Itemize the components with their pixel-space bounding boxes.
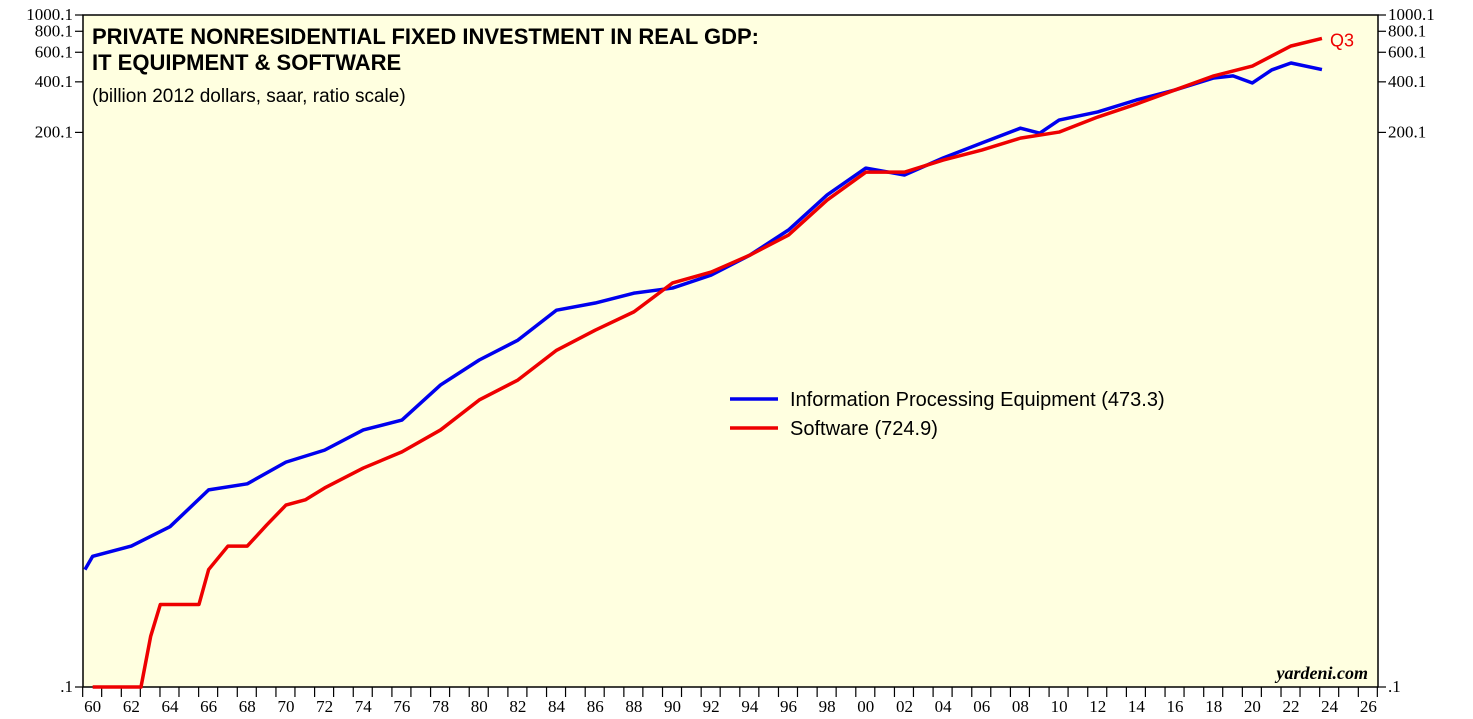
x-tick-label: 80 (471, 697, 488, 716)
chart-subtitle: (billion 2012 dollars, saar, ratio scale… (92, 86, 406, 107)
chart-title: IT EQUIPMENT & SOFTWARE (92, 50, 401, 75)
x-tick-label: 14 (1128, 697, 1146, 716)
x-tick-label: 00 (857, 697, 874, 716)
x-tick-label: 88 (625, 697, 642, 716)
legend-label: Software (724.9) (790, 418, 938, 440)
credit: yardeni.com (1275, 663, 1369, 683)
x-tick-label: 66 (200, 697, 217, 716)
x-tick-label: 92 (703, 697, 720, 716)
x-tick-label: 74 (355, 697, 373, 716)
y-tick-label: 400.1 (1388, 72, 1426, 91)
x-tick-label: 16 (1167, 697, 1184, 716)
x-tick-label: 86 (587, 697, 604, 716)
y-tick-label: 1000.1 (26, 5, 73, 24)
x-tick-label: 22 (1283, 697, 1300, 716)
x-tick-label: 96 (780, 697, 797, 716)
legend-label: Information Processing Equipment (473.3) (790, 389, 1165, 411)
x-tick-label: 60 (84, 697, 101, 716)
x-tick-label: 02 (896, 697, 913, 716)
y-tick-label: 1000.1 (1388, 5, 1435, 24)
x-tick-label: 72 (316, 697, 333, 716)
x-tick-label: 06 (973, 697, 990, 716)
y-tick-label: 600.1 (1388, 42, 1426, 61)
x-tick-label: 90 (664, 697, 681, 716)
chart-title: PRIVATE NONRESIDENTIAL FIXED INVESTMENT … (92, 24, 759, 49)
x-tick-label: 10 (1051, 697, 1068, 716)
x-tick-label: 82 (509, 697, 526, 716)
x-tick-label: 08 (1012, 697, 1029, 716)
x-tick-label: 94 (741, 697, 759, 716)
plot-area (82, 14, 1379, 688)
y-tick-label: 200.1 (35, 122, 73, 141)
y-tick-label: 800.1 (1388, 21, 1426, 40)
x-tick-label: 78 (432, 697, 449, 716)
x-tick-label: 26 (1360, 697, 1377, 716)
x-tick-label: 62 (123, 697, 140, 716)
y-tick-label: .1 (1388, 677, 1401, 696)
y-tick-label: 400.1 (35, 72, 73, 91)
x-tick-label: 76 (393, 697, 410, 716)
x-tick-label: 64 (161, 697, 179, 716)
annotation: Q3 (1330, 30, 1354, 50)
x-tick-label: 18 (1205, 697, 1222, 716)
x-tick-label: 12 (1089, 697, 1106, 716)
y-tick-label: 600.1 (35, 42, 73, 61)
y-tick-label: 200.1 (1388, 122, 1426, 141)
x-tick-label: 98 (819, 697, 836, 716)
y-tick-label: 800.1 (35, 21, 73, 40)
x-tick-label: 20 (1244, 697, 1261, 716)
x-tick-label: 84 (548, 697, 566, 716)
series-line (92, 36, 1323, 689)
x-tick-label: 68 (239, 697, 256, 716)
x-tick-label: 70 (277, 697, 294, 716)
x-tick-label: 24 (1321, 697, 1339, 716)
x-tick-label: 04 (935, 697, 953, 716)
y-tick-label: .1 (60, 677, 73, 696)
